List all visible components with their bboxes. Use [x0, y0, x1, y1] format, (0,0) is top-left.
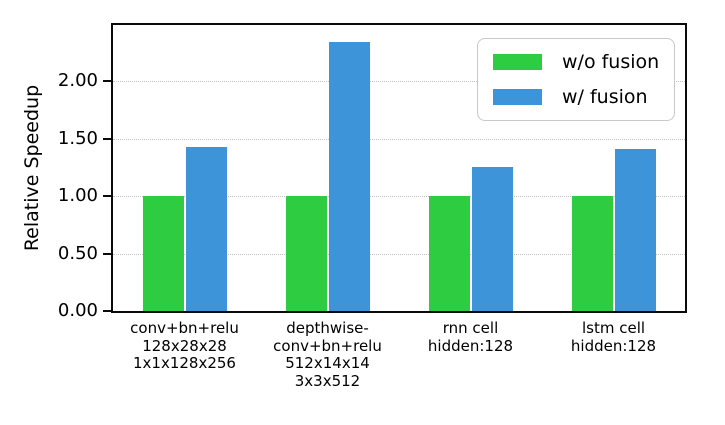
y-tick-mark	[103, 137, 111, 140]
bar-w-fusion	[328, 42, 370, 311]
y-tick-mark	[103, 195, 111, 198]
y-axis-label: Relative Speedup	[21, 84, 43, 252]
y-tick-mark	[103, 80, 111, 83]
x-tick-label-line: 512x14x14	[285, 354, 370, 372]
legend-swatch	[493, 54, 542, 70]
gridline	[113, 138, 685, 140]
x-tick-label-line: 128x28x28	[142, 336, 227, 355]
x-tick-label-line: depthwise-	[286, 319, 369, 337]
y-tick-mark	[103, 252, 111, 255]
gridline	[113, 196, 685, 198]
bar-w-fusion	[471, 167, 513, 311]
bar-w-fusion	[614, 149, 656, 311]
legend-swatch	[493, 89, 542, 105]
x-tick-label: conv+bn+relu 128x28x28 1x1x128x256	[113, 319, 256, 373]
x-tick-label-line: lstm cell	[581, 319, 646, 337]
legend: w/o fusion w/ fusion	[477, 38, 676, 121]
x-tick-label-line: rnn cell	[442, 319, 499, 337]
x-tick-label-line: conv+bn+relu	[273, 336, 382, 355]
gridline	[113, 81, 685, 83]
y-tick-label: 1.00	[57, 185, 98, 207]
legend-label: w/o fusion	[562, 51, 660, 73]
bar-wo-fusion	[285, 196, 327, 311]
legend-entry: w/o fusion	[493, 49, 659, 75]
x-tick-label-line: 1x1x128x256	[133, 354, 236, 372]
plot-area: w/o fusion w/ fusion	[111, 23, 687, 313]
y-tick-mark	[103, 310, 111, 312]
x-tick-label-line: 3x3x512	[294, 371, 361, 390]
bar-wo-fusion	[571, 196, 613, 311]
y-tick-label: 1.50	[57, 127, 98, 149]
x-tick-label: lstm cell hidden:128	[542, 319, 685, 355]
bar-w-fusion	[185, 146, 227, 311]
legend-label: w/ fusion	[562, 86, 648, 108]
y-tick-label: 0.50	[57, 242, 98, 264]
y-tick-label: 0.00	[57, 300, 98, 321]
x-tick-label: depthwise-conv+bn+relu 512x14x14 3x3x512	[256, 319, 399, 390]
bar-wo-fusion	[142, 196, 184, 311]
x-tick-label-line: hidden:128	[427, 336, 514, 355]
y-tick-label: 2.00	[57, 70, 98, 92]
x-tick-label: rnn cell hidden:128	[399, 319, 542, 355]
legend-entry: w/ fusion	[493, 84, 659, 110]
gridline	[113, 253, 685, 255]
x-tick-label-line: hidden:128	[570, 336, 657, 355]
bar-wo-fusion	[428, 196, 470, 311]
x-tick-label-line: conv+bn+relu	[130, 319, 239, 337]
